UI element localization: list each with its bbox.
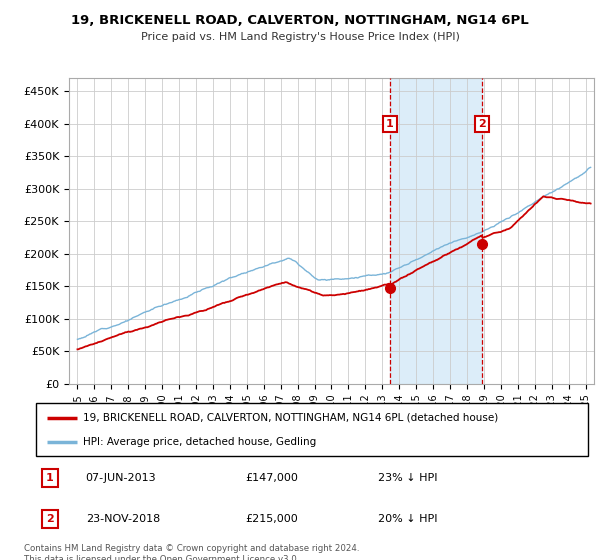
Text: £215,000: £215,000 (246, 514, 299, 524)
Text: 2: 2 (478, 119, 486, 129)
Text: 23% ↓ HPI: 23% ↓ HPI (378, 473, 438, 483)
Text: 23-NOV-2018: 23-NOV-2018 (86, 514, 160, 524)
Text: HPI: Average price, detached house, Gedling: HPI: Average price, detached house, Gedl… (83, 437, 316, 447)
FancyBboxPatch shape (36, 403, 588, 456)
Text: Contains HM Land Registry data © Crown copyright and database right 2024.
This d: Contains HM Land Registry data © Crown c… (24, 544, 359, 560)
Text: 1: 1 (386, 119, 394, 129)
Text: 19, BRICKENELL ROAD, CALVERTON, NOTTINGHAM, NG14 6PL (detached house): 19, BRICKENELL ROAD, CALVERTON, NOTTINGH… (83, 413, 498, 423)
Text: £147,000: £147,000 (246, 473, 299, 483)
Bar (390, 78, 482, 384)
Text: 20% ↓ HPI: 20% ↓ HPI (378, 514, 438, 524)
Text: 07-JUN-2013: 07-JUN-2013 (86, 473, 157, 483)
Text: 1: 1 (46, 473, 53, 483)
Text: 2: 2 (46, 514, 53, 524)
Text: 19, BRICKENELL ROAD, CALVERTON, NOTTINGHAM, NG14 6PL: 19, BRICKENELL ROAD, CALVERTON, NOTTINGH… (71, 14, 529, 27)
Text: Price paid vs. HM Land Registry's House Price Index (HPI): Price paid vs. HM Land Registry's House … (140, 32, 460, 43)
